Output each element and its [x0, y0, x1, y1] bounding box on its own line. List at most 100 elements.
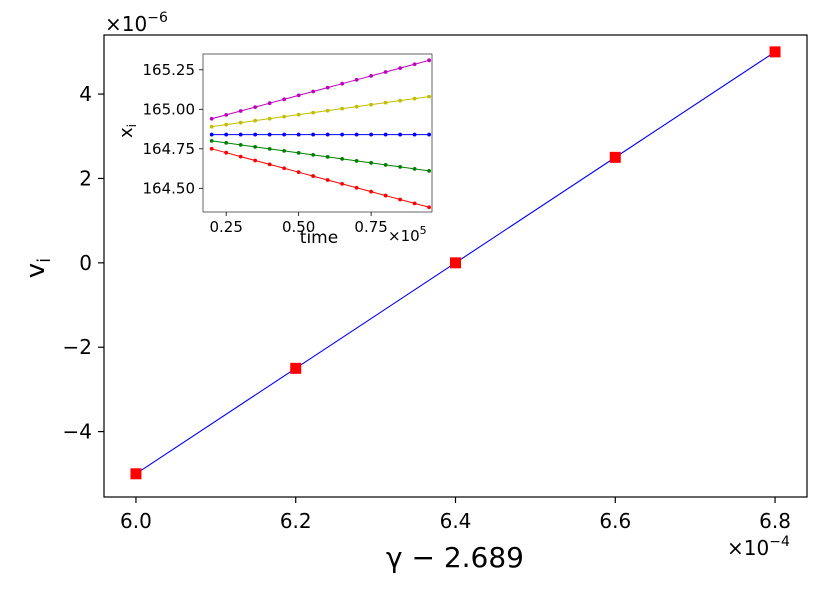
inset-data-point [224, 112, 229, 117]
inset-data-point [427, 132, 432, 137]
inset-data-point [267, 116, 272, 121]
inset-data-point [224, 150, 229, 155]
inset-data-point [267, 162, 272, 167]
inset-data-point [412, 167, 417, 171]
inset-data-point [354, 132, 359, 137]
inset-data-point [325, 155, 330, 159]
y-tick-label: 2 [79, 166, 92, 190]
inset-series-line [211, 148, 430, 208]
inset-data-point [325, 178, 330, 182]
inset-data-point [238, 143, 243, 147]
inset-data-point [427, 94, 432, 99]
inset-y-axis-label-main: x [116, 127, 137, 138]
inset-data-point [224, 132, 229, 137]
inset-data-point [383, 193, 388, 198]
inset-data-point [412, 62, 417, 67]
inset-data-point [369, 102, 374, 107]
inset-data-point [209, 116, 214, 121]
inset-data-point [340, 132, 345, 137]
inset-series-line [211, 96, 430, 128]
inset-data-point [253, 145, 258, 149]
y-axis-label-sub: i [34, 258, 55, 263]
inset-x-tick-label: 0.50 [282, 218, 315, 236]
inset-series-line [211, 140, 430, 172]
data-point [130, 468, 142, 480]
inset-data-point [311, 110, 316, 115]
inset-data-point [296, 151, 301, 155]
inset-data-point [267, 147, 272, 151]
inset-data-point [311, 89, 316, 94]
inset-axes: 0.25 0.50 0.75 164.50 164.75 165.00 165.25 time… [116, 53, 433, 248]
inset-data-point [296, 132, 301, 137]
x-tick-label: 6.8 [759, 509, 791, 533]
data-point [450, 257, 461, 269]
inset-y-tick-label: 165.25 [143, 61, 196, 79]
data-point [290, 362, 302, 374]
inset-data-point [398, 132, 403, 137]
inset-x-multiplier-base: ×10 [388, 227, 420, 245]
inset-data-point [209, 132, 214, 137]
inset-data-point [282, 97, 287, 102]
inset-data-point [383, 163, 388, 167]
inset-data-point [253, 158, 258, 163]
inset-data-point [398, 98, 403, 103]
inset-data-point [267, 132, 272, 137]
inset-data-point [209, 124, 214, 129]
x-multiplier: ×10−4 [727, 534, 790, 560]
inset-data-point [369, 189, 374, 194]
inset-x-multiplier: ×105 [388, 224, 427, 245]
y-axis-label-main: v [21, 263, 51, 278]
inset-y-tick-label: 164.75 [143, 140, 196, 158]
inset-y-axis-label-sub: i [125, 124, 139, 127]
inset-x-multiplier-exp: 5 [420, 224, 427, 237]
inset-data-point [412, 201, 417, 206]
y-axis-label: vi [21, 258, 55, 278]
inset-data-point [369, 132, 374, 137]
inset-data-point [369, 74, 374, 78]
inset-data-point [224, 122, 229, 127]
inset-data-point [427, 58, 432, 63]
inset-data-point [253, 132, 258, 137]
inset-y-tick-label: 164.50 [143, 179, 196, 197]
inset-data-point [296, 112, 301, 117]
inset-data-point [282, 132, 287, 137]
inset-data-point [282, 166, 287, 171]
inset-data-point [253, 118, 258, 123]
inset-x-axis-label: time [300, 228, 338, 248]
inset-data-point [253, 105, 258, 109]
inset-data-point [325, 85, 330, 90]
inset-data-point [238, 120, 243, 125]
inset-data-point [325, 108, 330, 113]
inset-data-point [354, 159, 359, 163]
y-tick-label: −4 [63, 420, 92, 444]
inset-data-point [340, 181, 345, 186]
inset-data-point [412, 96, 417, 101]
x-tick-label: 6.0 [120, 509, 152, 533]
inset-data-point [340, 106, 345, 111]
inset-data-point [282, 149, 287, 153]
inset-data-point [412, 132, 417, 137]
inset-data-point [238, 132, 243, 137]
x-tick-label: 6.6 [599, 509, 631, 533]
x-tick-label: 6.2 [280, 509, 312, 533]
y-tick-label: 4 [79, 82, 92, 106]
inset-data-point [340, 81, 345, 86]
x-tick-label: 6.4 [440, 509, 472, 533]
inset-data-point [238, 154, 243, 159]
inset-data-point [209, 146, 214, 151]
inset-data-point [296, 170, 301, 175]
inset-data-point [427, 169, 432, 173]
x-axis-label: γ − 2.689 [386, 541, 524, 574]
y-multiplier-base: ×10 [105, 12, 147, 36]
data-point [769, 46, 781, 58]
inset-data-point [354, 104, 359, 109]
inset-data-point [369, 161, 374, 165]
inset-data-point [383, 70, 388, 74]
inset-data-point [311, 153, 316, 157]
inset-data-point [398, 197, 403, 202]
inset-data-point [311, 174, 316, 178]
x-multiplier-exp: −4 [769, 534, 790, 550]
inset-x-tick-label: 0.25 [209, 218, 242, 236]
